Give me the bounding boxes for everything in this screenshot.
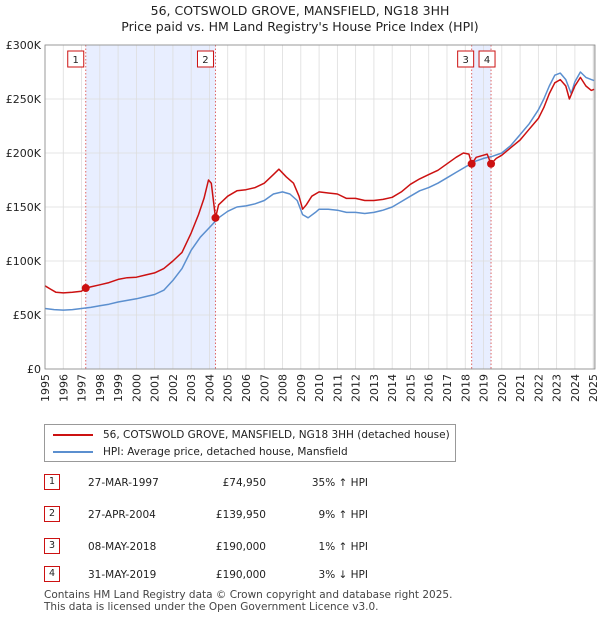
legend-label-hpi: HPI: Average price, detached house, Mans… xyxy=(103,446,348,458)
chart-title-line2: Price paid vs. HM Land Registry's House … xyxy=(121,19,479,34)
footer-line1: Contains HM Land Registry data © Crown c… xyxy=(44,589,453,601)
sale-1-marker-label: 1 xyxy=(73,55,79,66)
x-tick-label: 2013 xyxy=(368,374,381,402)
sale-date: 27-MAR-1997 xyxy=(88,477,159,489)
sales-table-row: 4 31-MAY-2019 £190,000 3% ↓ HPI xyxy=(44,566,464,584)
sale-1-point xyxy=(81,284,90,293)
y-tick-label: £100K xyxy=(6,255,42,268)
x-tick-label: 1999 xyxy=(112,374,125,402)
legend-swatch-price xyxy=(53,434,93,436)
x-tick-label: 2002 xyxy=(167,374,180,402)
x-tick-label: 2008 xyxy=(277,374,290,402)
x-tick-label: 1997 xyxy=(76,374,89,402)
x-tick-label: 2000 xyxy=(130,374,143,402)
sale-number-badge: 4 xyxy=(44,566,60,582)
sale-3-point xyxy=(467,159,476,168)
sale-1-marker-box xyxy=(67,50,85,68)
sale-date: 31-MAY-2019 xyxy=(88,569,157,581)
sale-3-marker-box xyxy=(457,50,475,68)
x-tick-label: 2012 xyxy=(350,374,363,402)
sale-date: 08-MAY-2018 xyxy=(88,541,157,553)
y-tick-label: £150K xyxy=(6,201,42,214)
sale-3-marker-label: 3 xyxy=(462,55,468,66)
x-tick-label: 2014 xyxy=(386,374,399,402)
x-tick-label: 2017 xyxy=(441,374,454,402)
chart-title: 56, COTSWOLD GROVE, MANSFIELD, NG18 3HH … xyxy=(0,3,600,35)
footer-line2: This data is licensed under the Open Gov… xyxy=(44,601,379,613)
x-tick-label: 2015 xyxy=(404,374,417,402)
hpi-line xyxy=(44,71,595,311)
plot-frame xyxy=(44,44,596,370)
x-tick-label: 2025 xyxy=(587,374,600,402)
legend-swatch-hpi xyxy=(53,451,93,453)
sale-price: £190,000 xyxy=(215,541,266,553)
x-tick-label: 2004 xyxy=(203,374,216,402)
x-tick-label: 2022 xyxy=(532,374,545,402)
x-tick-label: 2016 xyxy=(423,374,436,402)
x-tick-label: 2005 xyxy=(222,374,235,402)
x-tick-label: 2003 xyxy=(185,374,198,402)
x-tick-label: 2009 xyxy=(295,374,308,402)
legend: 56, COTSWOLD GROVE, MANSFIELD, NG18 3HH … xyxy=(44,424,456,462)
footer-attribution: Contains HM Land Registry data © Crown c… xyxy=(44,589,452,613)
x-tick-label: 1995 xyxy=(39,374,52,402)
sale-2-marker-label: 2 xyxy=(202,55,208,66)
x-tick-label: 2001 xyxy=(149,374,162,402)
sales-table-row: 3 08-MAY-2018 £190,000 1% ↑ HPI xyxy=(44,538,464,556)
x-tick-label: 1998 xyxy=(94,374,107,402)
x-tick-label: 2024 xyxy=(569,374,582,402)
sale-price: £139,950 xyxy=(215,509,266,521)
price-paid-line xyxy=(44,76,595,294)
sale-number-badge: 2 xyxy=(44,506,60,522)
sale-number-badge: 3 xyxy=(44,538,60,554)
sale-price: £190,000 xyxy=(215,569,266,581)
sale-date: 27-APR-2004 xyxy=(88,509,156,521)
x-tick-label: 2019 xyxy=(478,374,491,402)
sale-hpi-diff: 3% ↓ HPI xyxy=(318,569,368,581)
x-tick-label: 2006 xyxy=(240,374,253,402)
sale-4-marker-box xyxy=(478,50,496,68)
sales-table-row: 2 27-APR-2004 £139,950 9% ↑ HPI xyxy=(44,506,464,524)
y-tick-label: £300K xyxy=(6,39,42,52)
price-chart: 1 2 3 4 £0 £50K £100K £150K £200K £250K £300K 1995… xyxy=(6,39,600,402)
y-tick-label: £250K xyxy=(6,93,42,106)
y-tick-label: £50K xyxy=(13,309,42,322)
chart-title-line1: 56, COTSWOLD GROVE, MANSFIELD, NG18 3HH xyxy=(150,3,450,18)
sale-number-badge: 1 xyxy=(44,474,60,490)
sale-hpi-diff: 35% ↑ HPI xyxy=(311,477,368,489)
x-tick-label: 2011 xyxy=(331,374,344,402)
x-tick-label: 2021 xyxy=(514,374,527,402)
x-tick-label: 2010 xyxy=(313,374,326,402)
y-tick-label: £0 xyxy=(27,363,41,376)
x-tick-label: 2023 xyxy=(551,374,564,402)
sales-table-row: 1 27-MAR-1997 £74,950 35% ↑ HPI xyxy=(44,474,464,492)
x-tick-label: 2020 xyxy=(496,374,509,402)
sale-price: £74,950 xyxy=(222,477,266,489)
x-tick-label: 2007 xyxy=(258,374,271,402)
x-tick-label: 2018 xyxy=(459,374,472,402)
sale-hpi-diff: 9% ↑ HPI xyxy=(318,509,368,521)
sale-2-point xyxy=(211,213,220,222)
sale-2-marker-box xyxy=(196,50,214,68)
legend-label-price: 56, COTSWOLD GROVE, MANSFIELD, NG18 3HH … xyxy=(103,429,450,441)
sale-4-point xyxy=(487,159,496,168)
sale-hpi-diff: 1% ↑ HPI xyxy=(318,541,368,553)
x-tick-label: 1996 xyxy=(57,374,70,402)
y-tick-label: £200K xyxy=(6,147,42,160)
sale-4-marker-label: 4 xyxy=(484,55,490,66)
